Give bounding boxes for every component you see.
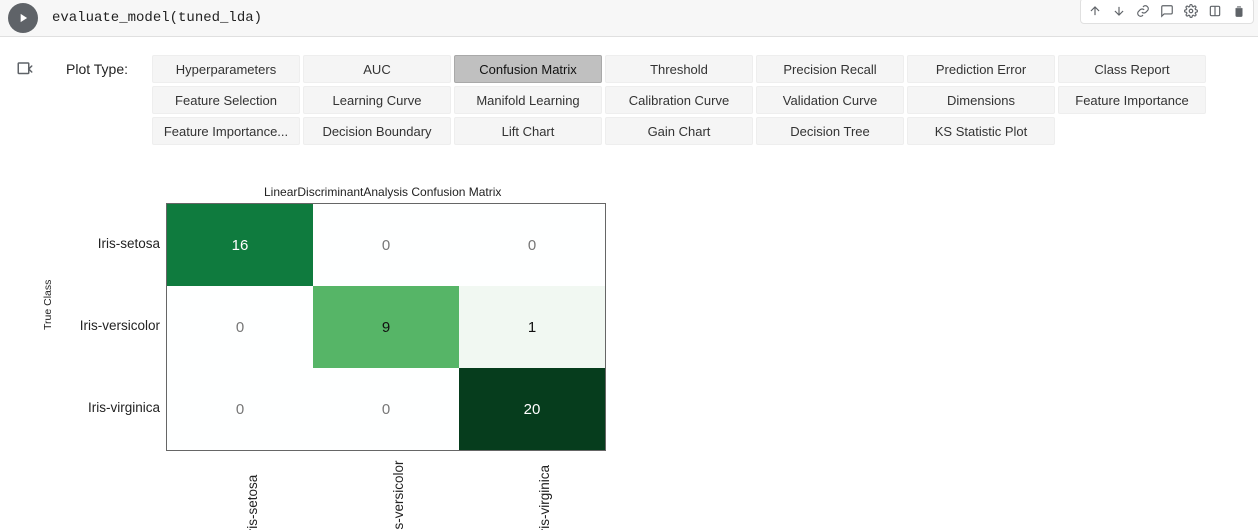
plot-type-button[interactable]: Feature Importance... (152, 117, 300, 145)
matrix-cell: 0 (167, 286, 313, 368)
mirror-icon[interactable] (1207, 3, 1223, 19)
plot-type-button[interactable]: Threshold (605, 55, 753, 83)
play-icon (16, 11, 30, 25)
confusion-matrix-chart: LinearDiscriminantAnalysis Confusion Mat… (46, 185, 646, 530)
cell-toolbar (1080, 0, 1254, 24)
delete-icon[interactable] (1231, 3, 1247, 19)
matrix-cell: 1 (459, 286, 605, 368)
plot-type-button[interactable]: Prediction Error (907, 55, 1055, 83)
matrix-cell: 0 (167, 368, 313, 450)
plot-type-label: Plot Type: (66, 55, 152, 77)
plot-type-selector: Plot Type: HyperparametersAUCConfusion M… (66, 55, 1258, 145)
matrix-cell: 0 (313, 204, 459, 286)
y-tick-label: Iris-setosa (52, 236, 160, 251)
plot-type-button[interactable]: Calibration Curve (605, 86, 753, 114)
plot-type-button[interactable]: Lift Chart (454, 117, 602, 145)
plot-type-button[interactable]: Gain Chart (605, 117, 753, 145)
chart-title: LinearDiscriminantAnalysis Confusion Mat… (264, 185, 501, 199)
matrix-cell: 0 (313, 368, 459, 450)
matrix-grid: 16000910020 (166, 203, 606, 451)
plot-type-grid: HyperparametersAUCConfusion MatrixThresh… (152, 55, 1206, 145)
plot-type-button[interactable]: Hyperparameters (152, 55, 300, 83)
plot-type-button[interactable]: Feature Selection (152, 86, 300, 114)
output-area: Plot Type: HyperparametersAUCConfusion M… (0, 37, 1258, 145)
arrow-down-icon[interactable] (1111, 3, 1127, 19)
plot-type-button[interactable]: Dimensions (907, 86, 1055, 114)
plot-type-button[interactable]: Confusion Matrix (454, 55, 602, 83)
plot-type-button[interactable]: Manifold Learning (454, 86, 602, 114)
arrow-up-icon[interactable] (1087, 3, 1103, 19)
plot-type-button[interactable]: Class Report (1058, 55, 1206, 83)
plot-type-button[interactable]: KS Statistic Plot (907, 117, 1055, 145)
x-tick-label: Iris-setosa (245, 475, 260, 530)
matrix-cell: 20 (459, 368, 605, 450)
plot-type-button[interactable]: Precision Recall (756, 55, 904, 83)
plot-type-button[interactable]: Validation Curve (756, 86, 904, 114)
settings-icon[interactable] (1183, 3, 1199, 19)
code-text[interactable]: evaluate_model(tuned_lda) (52, 10, 262, 26)
plot-type-button[interactable]: Feature Importance (1058, 86, 1206, 114)
link-icon[interactable] (1135, 3, 1151, 19)
matrix-cell: 16 (167, 204, 313, 286)
run-button[interactable] (8, 3, 38, 33)
y-tick-label: Iris-virginica (52, 400, 160, 415)
plot-type-button[interactable]: Decision Tree (756, 117, 904, 145)
matrix-cell: 9 (313, 286, 459, 368)
comment-icon[interactable] (1159, 3, 1175, 19)
code-cell-header: evaluate_model(tuned_lda) (0, 0, 1258, 37)
plot-type-button[interactable]: Learning Curve (303, 86, 451, 114)
plot-type-button[interactable]: AUC (303, 55, 451, 83)
plot-type-button[interactable]: Decision Boundary (303, 117, 451, 145)
y-tick-label: Iris-versicolor (52, 318, 160, 333)
x-tick-label: ris-versicolor (391, 460, 406, 530)
x-tick-label: Iris-virginica (537, 465, 552, 530)
matrix-cell: 0 (459, 204, 605, 286)
